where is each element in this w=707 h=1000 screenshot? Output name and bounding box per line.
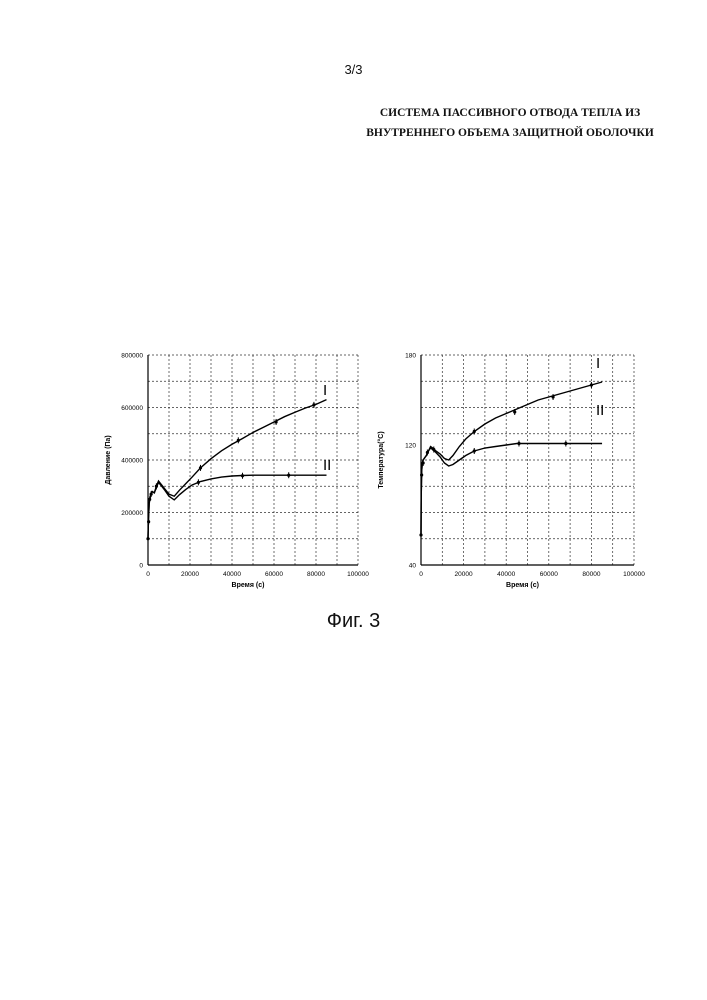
data-marker: [237, 439, 240, 442]
data-marker: [150, 493, 153, 496]
data-marker: [146, 537, 149, 540]
data-marker: [419, 533, 422, 536]
y-tick-label: 800000: [121, 353, 143, 360]
y-tick-label: 40: [409, 563, 417, 570]
series-line-ii: [421, 444, 602, 536]
y-tick-label: 0: [139, 563, 143, 570]
x-tick-label: 60000: [540, 571, 558, 578]
data-marker: [513, 410, 516, 413]
data-marker: [147, 520, 150, 523]
data-marker: [473, 449, 476, 452]
x-tick-label: 80000: [307, 571, 325, 578]
y-axis-title: Давление (Па): [105, 435, 112, 484]
y-tick-label: 180: [405, 353, 416, 360]
series-line-i: [421, 382, 602, 535]
y-tick-label: 120: [405, 443, 416, 450]
series-line-ii: [148, 475, 327, 539]
page-number: 3/3: [0, 62, 707, 77]
y-axis-title: Температура(°C): [377, 431, 385, 488]
x-tick-label: 20000: [181, 571, 199, 578]
title-line-1: СИСТЕМА ПАССИВНОГО ОТВОДА ТЕПЛА ИЗ: [340, 103, 680, 123]
x-tick-label: 80000: [582, 571, 600, 578]
x-tick-label: 60000: [265, 571, 283, 578]
data-marker: [432, 448, 435, 451]
data-marker: [426, 451, 429, 454]
data-marker: [312, 403, 315, 406]
x-axis-title: Время (с): [506, 582, 539, 589]
data-marker: [287, 474, 290, 477]
x-tick-label: 20000: [455, 571, 473, 578]
series-line-i: [148, 400, 327, 539]
curve-label-ii: II: [596, 402, 604, 419]
data-marker: [564, 442, 567, 445]
data-marker: [155, 485, 158, 488]
curve-label-ii: II: [323, 457, 331, 474]
figure-caption: Фиг. 3: [0, 610, 707, 633]
data-marker: [148, 498, 151, 501]
x-tick-label: 0: [146, 571, 150, 578]
y-tick-label: 600000: [121, 405, 143, 412]
temperature-chart: 0 20000 40000 60000 80000 100000 40 120 180 Время…: [365, 340, 655, 605]
data-marker: [275, 420, 278, 423]
pressure-chart: 0200004000060000800001000000200000400000…: [95, 340, 385, 605]
document-title: СИСТЕМА ПАССИВНОГО ОТВОДА ТЕПЛА ИЗ ВНУТР…: [340, 103, 680, 143]
data-marker: [241, 474, 244, 477]
data-marker: [590, 383, 593, 386]
data-marker: [551, 395, 554, 398]
y-tick-label: 200000: [121, 510, 143, 517]
x-tick-label: 0: [419, 571, 423, 578]
data-marker: [473, 430, 476, 433]
x-axis-title: Время (с): [232, 582, 265, 589]
title-line-2: ВНУТРЕННЕГО ОБЪЕМА ЗАЩИТНОЙ ОБОЛОЧКИ: [340, 123, 680, 143]
data-marker: [517, 442, 520, 445]
curve-label-i: I: [596, 355, 600, 372]
data-marker: [197, 481, 200, 484]
data-marker: [422, 461, 425, 464]
x-tick-label: 100000: [623, 571, 645, 578]
data-marker: [199, 466, 202, 469]
x-tick-label: 40000: [223, 571, 241, 578]
curve-label-i: I: [323, 382, 327, 399]
x-tick-label: 40000: [497, 571, 515, 578]
data-marker: [420, 473, 423, 476]
y-tick-label: 400000: [121, 458, 143, 465]
